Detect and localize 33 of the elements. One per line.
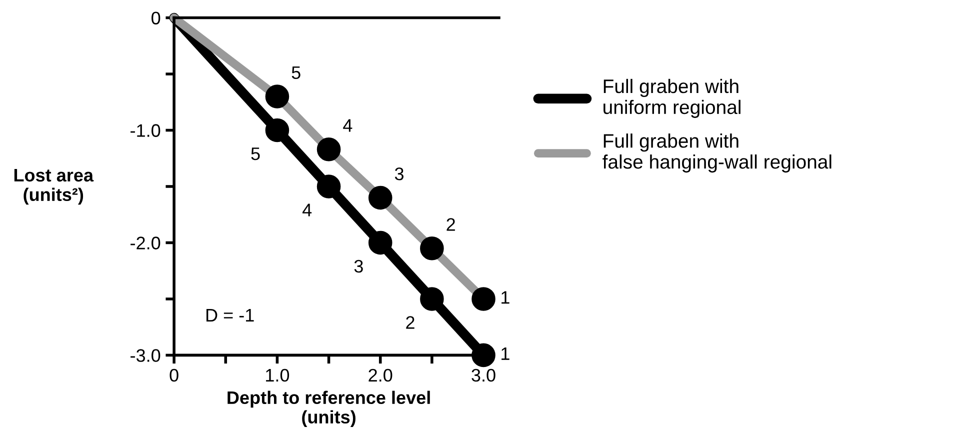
point xyxy=(420,287,444,311)
annotation: 5 xyxy=(251,148,260,160)
y-tick-label: -1.0 xyxy=(130,124,160,137)
annotation: 4 xyxy=(343,119,352,132)
point xyxy=(316,137,341,162)
point xyxy=(472,287,496,311)
annotation: 1 xyxy=(502,347,510,360)
x-tick-label: 0 xyxy=(170,368,178,382)
point xyxy=(265,118,290,142)
point xyxy=(265,84,290,108)
y-tick-label: -2.0 xyxy=(130,236,160,250)
x-tick-label: 1.0 xyxy=(266,368,290,382)
point xyxy=(316,174,341,198)
annotation: 2 xyxy=(406,316,414,329)
annotation: D = -1 xyxy=(206,309,254,322)
annotation: 3 xyxy=(354,260,363,273)
annotation: 5 xyxy=(292,66,300,80)
annotation: 2 xyxy=(446,218,455,231)
y-tick-label: 0 xyxy=(152,12,160,24)
point xyxy=(368,186,392,210)
point xyxy=(472,343,496,368)
y-axis-title: Lost area (units²) xyxy=(14,169,94,205)
x-tick-label: 3.0 xyxy=(472,368,496,382)
y-tick-label: -3.0 xyxy=(130,349,160,362)
legend-label: Full graben with false hanging-wall regional xyxy=(602,134,832,173)
legend-label: Full graben with uniform regional xyxy=(604,78,740,118)
annotation: 4 xyxy=(302,204,312,216)
x-tick-label: 2.0 xyxy=(368,368,392,382)
point xyxy=(368,230,392,255)
annotation: 3 xyxy=(394,167,404,180)
x-axis-title: Depth to reference level (units) xyxy=(228,390,430,428)
point xyxy=(420,236,444,260)
annotation: 1 xyxy=(502,291,510,304)
